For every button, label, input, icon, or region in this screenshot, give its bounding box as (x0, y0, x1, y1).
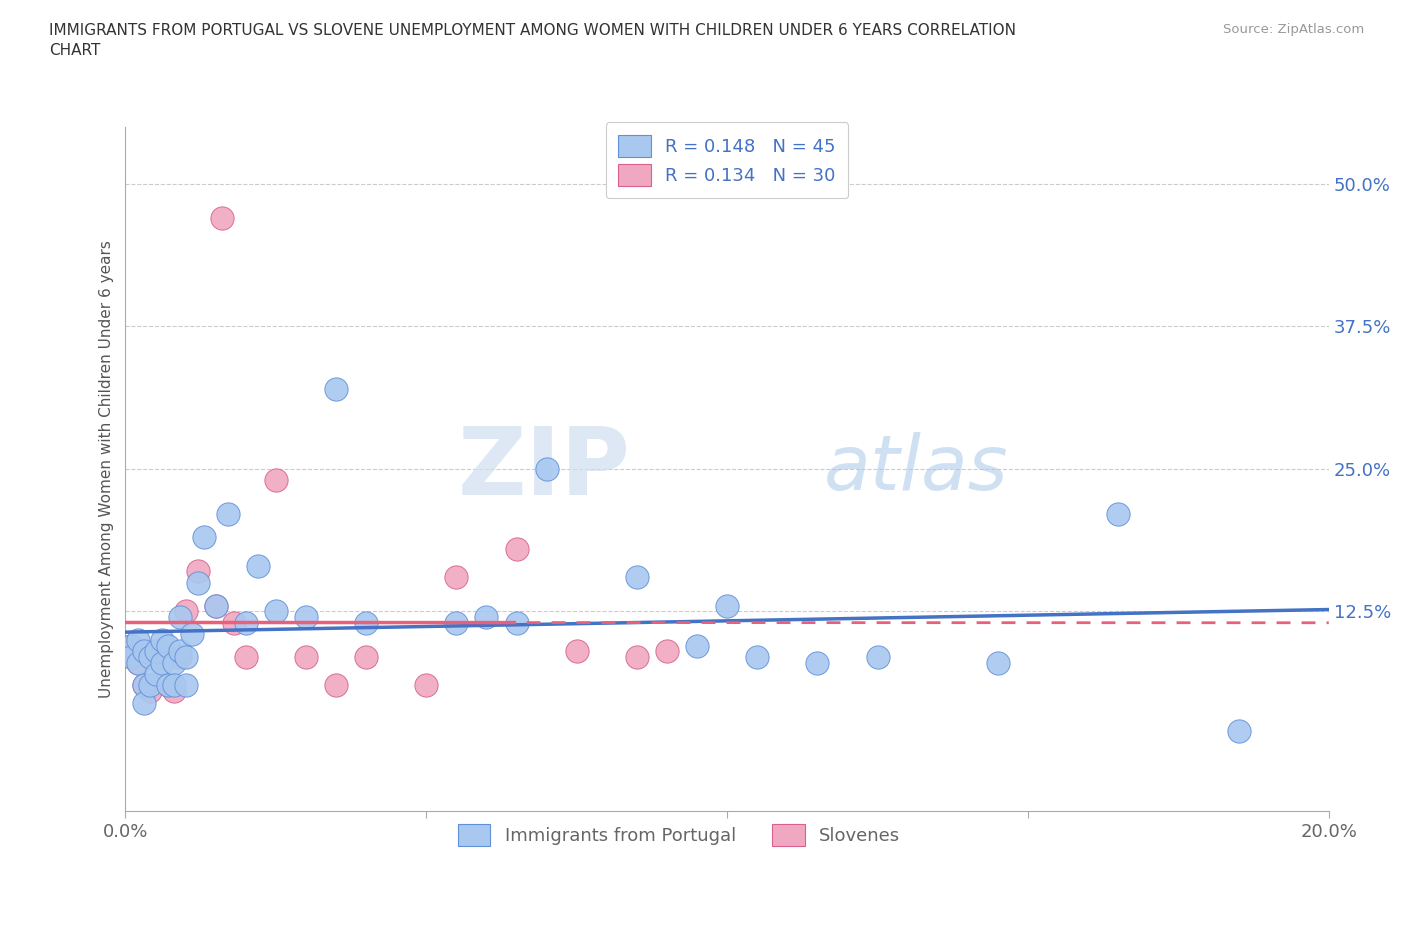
Point (169, 609, 191, 624)
Point (565, 644, 588, 658)
Point (169, 644, 191, 658)
Point (217, 507, 239, 522)
Point (446, 616, 468, 631)
Point (204, 598, 226, 613)
Point (156, 678, 179, 693)
Point (150, 644, 173, 658)
Point (415, 678, 437, 693)
Point (264, 472, 287, 487)
Point (1227, 724, 1250, 738)
Point (204, 598, 226, 613)
Point (222, 616, 245, 631)
Text: Source: ZipAtlas.com: Source: ZipAtlas.com (1223, 23, 1364, 36)
Text: IMMIGRANTS FROM PORTUGAL VS SLOVENE UNEMPLOYMENT AMONG WOMEN WITH CHILDREN UNDER: IMMIGRANTS FROM PORTUGAL VS SLOVENE UNEM… (49, 23, 1017, 58)
Point (505, 616, 527, 631)
Text: ZIP: ZIP (458, 423, 631, 515)
Point (132, 644, 155, 658)
Point (138, 649, 160, 664)
Point (169, 649, 191, 664)
Point (187, 564, 209, 578)
Point (193, 530, 215, 545)
Point (536, 461, 558, 476)
Point (132, 678, 155, 693)
Point (138, 684, 160, 698)
Point (156, 638, 179, 653)
Point (150, 656, 173, 671)
Point (325, 381, 347, 396)
Point (145, 667, 167, 682)
Text: atlas: atlas (824, 432, 1008, 506)
Legend: Immigrants from Portugal, Slovenes: Immigrants from Portugal, Slovenes (447, 813, 911, 857)
Point (354, 616, 377, 631)
Point (127, 632, 149, 647)
Point (475, 609, 498, 624)
Point (295, 609, 318, 624)
Point (180, 627, 202, 642)
Point (806, 656, 828, 671)
Point (866, 649, 889, 664)
Point (150, 632, 173, 647)
Point (121, 638, 143, 653)
Point (145, 644, 167, 658)
Point (156, 678, 179, 693)
Point (174, 604, 197, 618)
Point (716, 598, 738, 613)
Point (325, 678, 347, 693)
Point (211, 210, 233, 225)
Point (174, 678, 197, 693)
Point (987, 656, 1010, 671)
Point (132, 695, 155, 710)
Point (145, 649, 167, 664)
Point (138, 678, 160, 693)
Point (187, 576, 209, 591)
Point (686, 638, 709, 653)
Point (235, 616, 257, 631)
Point (127, 656, 149, 671)
Point (121, 638, 143, 653)
Point (1107, 507, 1129, 522)
Point (655, 644, 678, 658)
Point (162, 656, 184, 671)
Point (295, 649, 318, 664)
Point (162, 678, 184, 693)
Point (505, 541, 527, 556)
Point (162, 684, 184, 698)
Point (354, 649, 377, 664)
Point (626, 649, 648, 664)
Point (235, 649, 257, 664)
Point (132, 678, 155, 693)
Point (127, 656, 149, 671)
Point (264, 604, 287, 618)
Point (246, 558, 269, 573)
Point (446, 570, 468, 585)
Point (747, 649, 769, 664)
Point (121, 649, 143, 664)
Y-axis label: Unemployment Among Women with Children Under 6 years: Unemployment Among Women with Children U… (100, 240, 114, 698)
Point (174, 649, 197, 664)
Point (626, 570, 648, 585)
